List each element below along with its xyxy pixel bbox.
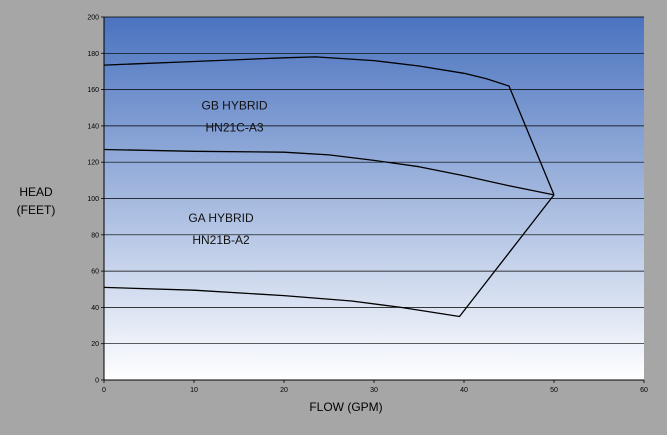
y-tick-label-20: 20 (91, 341, 99, 348)
x-tick-label-10: 10 (190, 387, 198, 394)
annotation-ga-line2: HN21B-A2 (192, 233, 250, 247)
y-tick-label-140: 140 (87, 123, 99, 130)
y-tick-label-60: 60 (91, 269, 99, 276)
x-tick-label-0: 0 (102, 387, 106, 394)
x-tick-label-30: 30 (370, 387, 378, 394)
y-tick-label-100: 100 (87, 196, 99, 203)
y-tick-label-160: 160 (87, 87, 99, 94)
series-line-ga-upper (103, 148, 555, 196)
x-tick-label-20: 20 (280, 387, 288, 394)
y-tick-label-0: 0 (95, 378, 99, 385)
y-tick-label-120: 120 (87, 160, 99, 167)
x-tick-label-40: 40 (460, 387, 468, 394)
y-axis-title-line1: HEAD (19, 185, 53, 199)
series-line-ga-lower (103, 194, 555, 318)
x-tick-label-60: 60 (640, 387, 648, 394)
y-tick-label-200: 200 (87, 15, 99, 22)
annotation-gb-line2: HN21C-A3 (205, 120, 263, 134)
y-tick-label-180: 180 (87, 51, 99, 58)
y-tick-label-80: 80 (91, 232, 99, 239)
y-axis-title-line2: (FEET) (17, 203, 56, 217)
annotation-ga-line1: GA HYBRID (188, 211, 254, 225)
y-tick-label-40: 40 (91, 305, 99, 312)
x-axis-title: FLOW (GPM) (309, 400, 382, 414)
x-tick-label-50: 50 (550, 387, 558, 394)
series-line-gb (103, 56, 555, 196)
annotation-gb-line1: GB HYBRID (201, 99, 267, 113)
